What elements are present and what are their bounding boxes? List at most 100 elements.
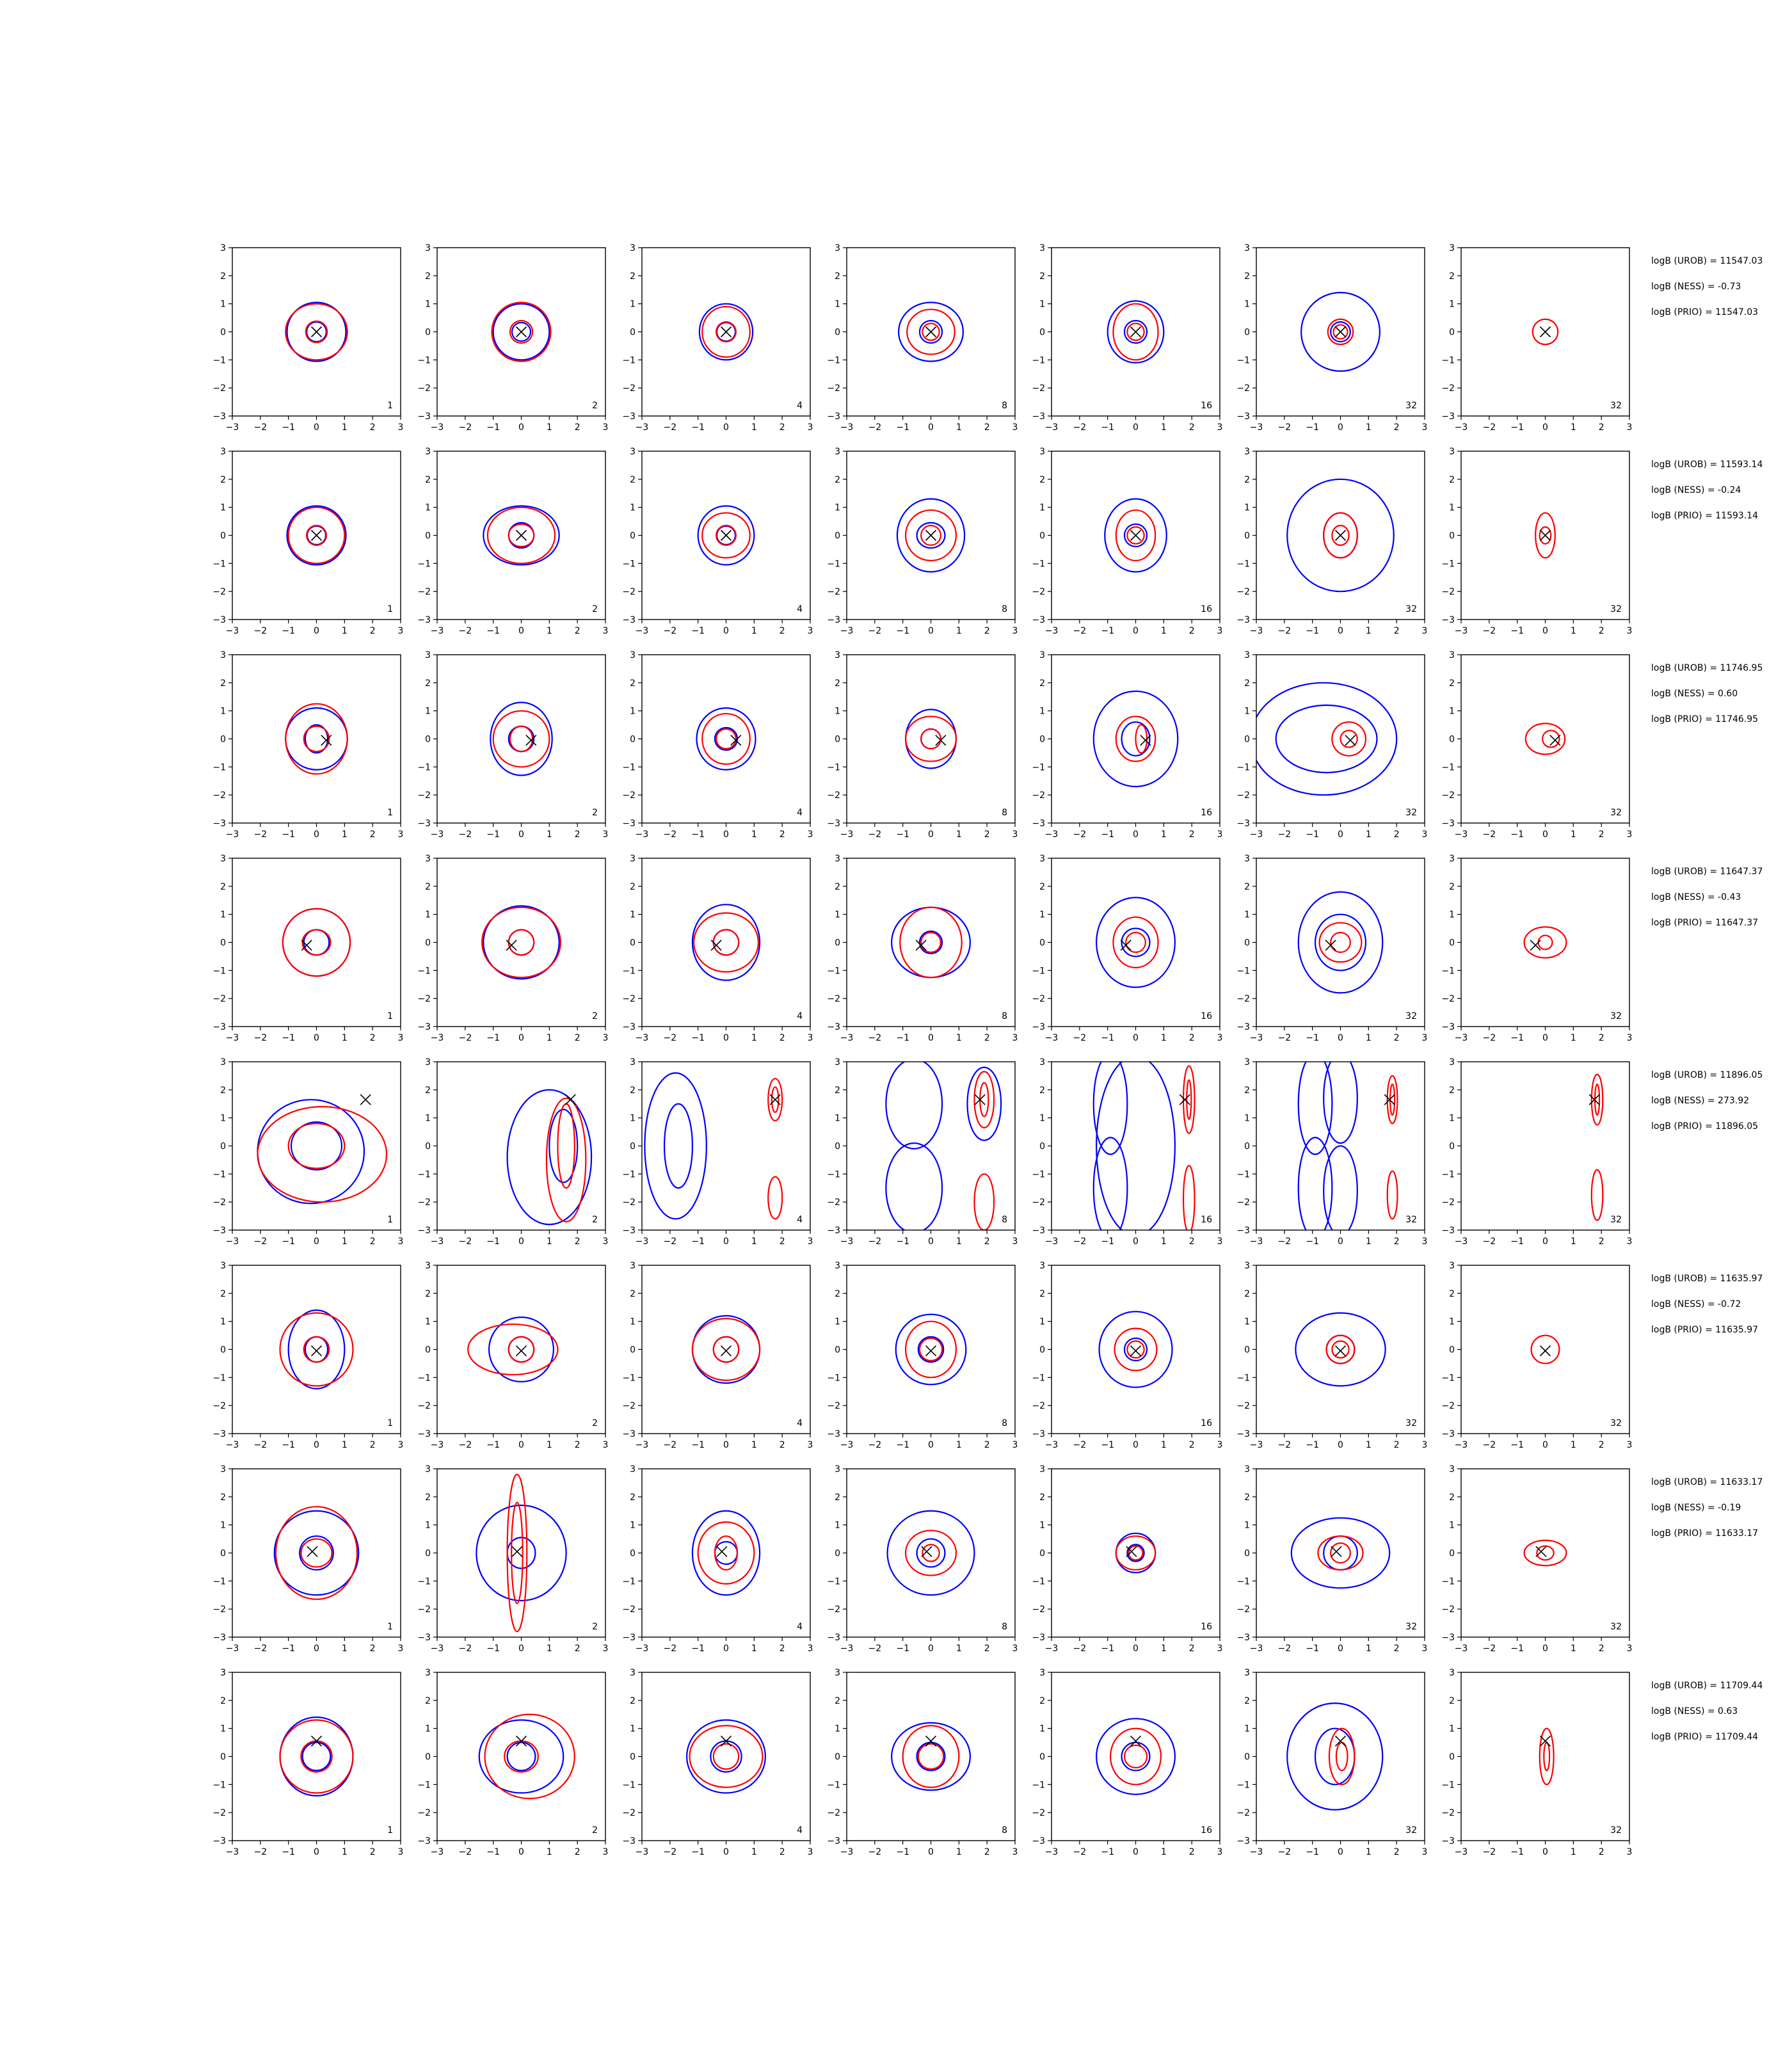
y-tick-label: 3 <box>220 1668 226 1678</box>
y-tick-label: 0 <box>1039 1752 1045 1763</box>
contour-panel: −3 −2 −1 0 1 2 3 −3 −2 −1 0 1 2 3 4 <box>622 1464 813 1654</box>
y-tick-label: 3 <box>630 1261 636 1271</box>
y-tick-label: 3 <box>425 1261 431 1271</box>
blue-contour <box>698 303 754 361</box>
y-tick-label: 0 <box>1244 328 1250 338</box>
y-tick-label: 2 <box>630 1696 636 1706</box>
red-contour <box>920 932 941 953</box>
y-tick-label: −1 <box>1236 762 1250 772</box>
contour-lines <box>1535 512 1556 559</box>
y-tick-label: 1 <box>630 707 636 717</box>
x-tick-label: −3 <box>840 1236 854 1247</box>
y-tick-label: 1 <box>630 1724 636 1734</box>
x-tick-label: 1 <box>1161 1033 1167 1043</box>
contour-lines <box>696 707 756 771</box>
contour-panel: −3 −2 −1 0 1 2 3 −3 −2 −1 0 1 2 3 32 <box>1236 447 1427 636</box>
x-marker <box>935 735 947 746</box>
x-tick-label: −3 <box>1045 1440 1059 1450</box>
logb-stat: logB (NESS) = 0.60 <box>1651 689 1738 699</box>
y-tick-label: 1 <box>220 1114 226 1124</box>
x-tick-label: −3 <box>636 829 649 840</box>
x-tick-label: −1 <box>282 1033 295 1043</box>
x-tick-label: −3 <box>840 1440 854 1450</box>
red-contour <box>712 929 740 956</box>
x-tick-label: 1 <box>1366 1440 1372 1450</box>
x-tick-label: 2 <box>1394 1847 1400 1857</box>
y-tick-label: 0 <box>1244 1345 1250 1356</box>
y-tick-label: −3 <box>417 412 431 422</box>
x-tick-label: −2 <box>1278 1847 1292 1857</box>
x-marker <box>1535 1546 1547 1557</box>
x-tick-label: 2 <box>984 1440 990 1450</box>
axes-frame <box>1460 654 1630 824</box>
y-tick-label: −1 <box>417 762 431 772</box>
y-tick-label: 1 <box>425 1521 431 1531</box>
x-tick-label: 3 <box>1217 1236 1223 1247</box>
x-tick-label: −1 <box>1510 1847 1524 1857</box>
x-tick-label: −2 <box>868 829 882 840</box>
contour-panel: −3 −2 −1 0 1 2 3 −3 −2 −1 0 1 2 3 2 <box>417 650 608 840</box>
x-tick-label: 3 <box>1217 1033 1223 1043</box>
y-tick-label: −3 <box>417 1022 431 1032</box>
red-contour <box>917 1743 945 1770</box>
x-tick-label: −2 <box>1073 1033 1087 1043</box>
blue-contour <box>916 1538 946 1568</box>
panel-tag: 4 <box>797 1622 803 1632</box>
y-tick-label: 0 <box>1039 938 1045 948</box>
y-tick-label: 0 <box>220 328 226 338</box>
y-tick-label: 0 <box>220 1752 226 1763</box>
y-tick-label: 3 <box>1039 243 1045 253</box>
y-tick-label: 2 <box>1039 1085 1045 1096</box>
x-tick-label: 3 <box>1422 1236 1428 1247</box>
y-tick-label: 0 <box>835 938 840 948</box>
contour-panel: −3 −2 −1 0 1 2 3 −3 −2 −1 0 1 2 3 8 <box>827 1668 1018 1857</box>
panel-tag: 16 <box>1201 808 1212 818</box>
axes-frame <box>846 1672 1016 1841</box>
contour-lines <box>691 1510 761 1596</box>
panel-tag: 4 <box>797 1418 803 1428</box>
x-marker <box>710 940 722 951</box>
x-tick-label: 1 <box>1571 1644 1576 1654</box>
x-tick-label: −2 <box>868 1644 882 1654</box>
x-marker <box>974 1094 986 1105</box>
x-tick-label: −3 <box>1045 1644 1059 1654</box>
x-tick-label: 0 <box>928 626 934 636</box>
x-tick-label: −3 <box>1250 1847 1263 1857</box>
y-tick-label: −1 <box>622 1373 636 1383</box>
logb-stat: logB (UROB) = 11547.03 <box>1651 256 1763 266</box>
blue-contour <box>1286 1702 1384 1811</box>
red-contour <box>906 308 956 355</box>
y-tick-label: −1 <box>622 966 636 976</box>
x-tick-label: −2 <box>868 1440 882 1450</box>
y-tick-label: −3 <box>1236 1633 1250 1643</box>
y-tick-label: 2 <box>835 678 840 689</box>
x-tick-label: −1 <box>1306 1440 1319 1450</box>
red-contour <box>491 301 552 362</box>
y-tick-label: −1 <box>417 966 431 976</box>
contour-lines <box>1256 682 1398 796</box>
x-tick-label: 0 <box>518 1847 524 1857</box>
x-tick-label: −3 <box>1455 1033 1468 1043</box>
red-contour <box>902 1725 960 1788</box>
x-tick-label: 1 <box>1571 422 1576 433</box>
contour-panel: −3 −2 −1 0 1 2 3 −3 −2 −1 0 1 2 3 32 <box>1441 1261 1632 1450</box>
x-tick-label: 2 <box>575 829 580 840</box>
axes-frame <box>232 858 401 1027</box>
red-contour <box>1532 318 1559 346</box>
blue-contour <box>1297 1062 1333 1155</box>
x-tick-label: 2 <box>1394 1236 1400 1247</box>
x-tick-label: 3 <box>808 1440 813 1450</box>
x-marker <box>925 1345 937 1357</box>
x-tick-label: 1 <box>342 1033 348 1043</box>
panel-tag: 2 <box>592 1215 598 1225</box>
y-tick-label: 0 <box>220 1345 226 1356</box>
red-contour <box>691 1318 761 1381</box>
x-tick-label: −1 <box>486 1847 500 1857</box>
y-tick-label: 1 <box>220 1317 226 1327</box>
contour-lines <box>279 1309 354 1389</box>
panel-tag: 32 <box>1405 808 1417 818</box>
blue-contour <box>273 1510 360 1596</box>
y-tick-label: −1 <box>417 1373 431 1383</box>
panel-tag: 32 <box>1405 401 1417 411</box>
red-contour <box>1318 922 1363 963</box>
